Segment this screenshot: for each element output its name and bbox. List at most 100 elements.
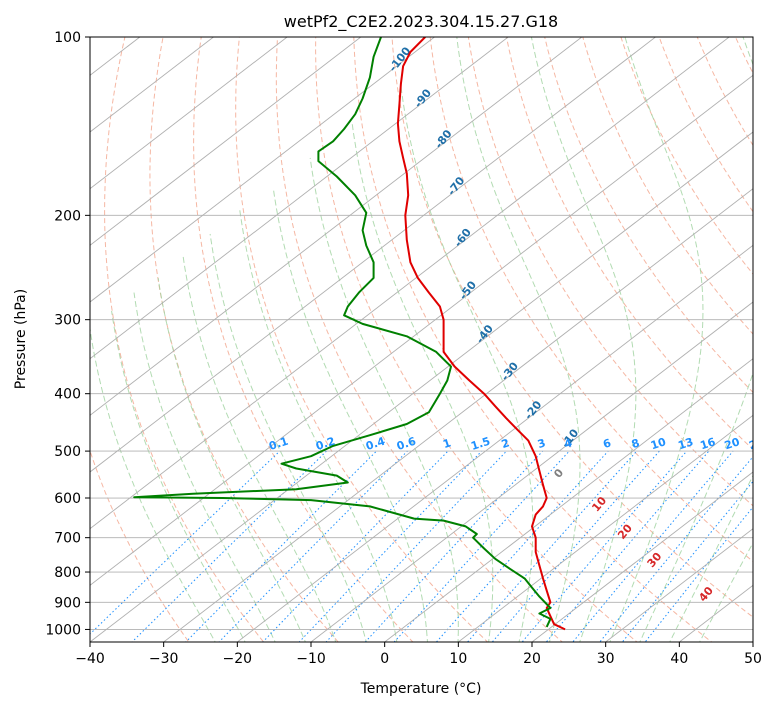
isotherm-line (162, 188, 753, 642)
temperature-profile-line (396, 37, 566, 631)
isotherm-line (90, 37, 288, 190)
mixing-ratio-label: 0.2 (314, 435, 337, 453)
x-tick-label: −40 (75, 651, 105, 667)
mixing-ratio-line (644, 506, 753, 642)
mixing-ratio-label: 2 (500, 436, 511, 451)
moist-adiabat-line (239, 208, 398, 642)
isotherm-line (90, 37, 657, 473)
isotherm-line (531, 471, 753, 642)
dewpoint-profile-line (133, 37, 552, 628)
mixing-ratio-label: 20 (723, 435, 742, 452)
mixing-ratio-label: 1.5 (469, 435, 492, 453)
mixing-ratio-label: 0.6 (395, 434, 418, 452)
isotherm-line (236, 244, 753, 642)
mixing-ratio-line (521, 450, 688, 642)
isotherm-line (90, 37, 362, 246)
dry-adiabat-line (104, 37, 265, 642)
isotherm-line (90, 37, 509, 360)
x-tick-label: 40 (670, 651, 688, 667)
dry-adiabat-line (315, 37, 638, 642)
mixing-ratio-label: 6 (601, 436, 613, 451)
y-axis-label: Pressure (hPa) (13, 289, 29, 389)
moist-adiabat-line (351, 123, 494, 642)
mixing-ratio-line (393, 450, 570, 642)
mixing-ratio-line (90, 450, 281, 635)
mixing-ratio-line (131, 450, 327, 642)
chart-title: wetPf2_C2E2.2023.304.15.27.G18 (284, 12, 558, 32)
moist-adiabat-line (209, 233, 367, 642)
y-tick-label: 100 (54, 30, 81, 46)
isotherm-line (604, 528, 753, 642)
moist-adiabat-line (272, 188, 428, 642)
y-tick-label: 500 (54, 444, 81, 460)
moist-adiabat-line (157, 277, 306, 642)
x-tick-label: −30 (149, 651, 179, 667)
axes: −40 −30 −20 −10 0 10 20 30 40 5010020030040050060… (45, 30, 762, 667)
background-lines (90, 37, 753, 642)
x-tick-label: 10 (449, 651, 467, 667)
y-tick-label: 900 (54, 595, 81, 611)
dry-adiabat-line (544, 37, 753, 394)
isotherm-line (90, 37, 436, 303)
x-axis-label: Temperature (°C) (360, 681, 482, 697)
x-tick-label: 30 (597, 651, 615, 667)
moist-adiabat-line (400, 83, 534, 642)
dry-adiabat-line (275, 37, 564, 642)
dry-adiabat-line (193, 37, 414, 642)
mixing-ratio-line (545, 450, 710, 642)
mixing-ratio-line (298, 450, 483, 642)
mixing-ratio-line (435, 450, 609, 642)
dry-adiabat-line (505, 37, 753, 451)
mixing-ratio-line (491, 450, 660, 642)
isotherm-line (90, 131, 753, 642)
y-tick-label: 200 (54, 208, 81, 224)
mixing-ratio-line (218, 450, 408, 642)
isotherm-line (90, 37, 215, 133)
mixing-ratio-label: 0.1 (267, 435, 290, 453)
x-tick-label: 50 (744, 651, 762, 667)
plot-frame (89, 36, 754, 643)
y-tick-label: 600 (54, 491, 81, 507)
moist-adiabat-line (133, 292, 276, 642)
x-tick-label: −20 (223, 651, 253, 667)
moist-adiabat-line (182, 256, 337, 642)
isotherm-line (90, 74, 753, 586)
dry-adiabat-line (429, 37, 753, 563)
dry-adiabat-line (696, 37, 753, 147)
isotherm-line (383, 358, 753, 642)
mixing-ratio-line (572, 450, 734, 642)
isotherm-line (90, 37, 730, 530)
isotherm-line (90, 37, 583, 416)
mixing-ratio-label: 3 (536, 436, 547, 451)
dry-adiabat-line (353, 37, 713, 642)
profile-lines (133, 37, 566, 631)
y-tick-label: 400 (54, 387, 81, 403)
mixing-ratio-label: 10 (649, 435, 668, 452)
mixing-ratio-label: 13 (676, 435, 695, 452)
mixing-ratio-label: 1 (441, 436, 452, 451)
x-tick-label: 0 (380, 651, 389, 667)
mixing-ratio-label: 16 (699, 435, 718, 452)
mixing-ratio-line (262, 450, 449, 642)
y-tick-label: 700 (54, 531, 81, 547)
isotherm-line (310, 301, 753, 642)
mixing-ratio-line (325, 450, 507, 642)
y-tick-label: 800 (54, 565, 81, 581)
dry-adiabat-line (467, 37, 753, 507)
x-tick-label: 20 (523, 651, 541, 667)
mixing-ratio-label: 4 (563, 436, 575, 451)
mixing-ratio-label: 8 (630, 436, 641, 451)
moist-adiabat-line (90, 328, 216, 642)
moist-adiabat-line (699, 541, 753, 642)
mixing-ratio-label: 0.4 (364, 434, 387, 452)
dry-adiabat-line (582, 37, 753, 335)
dry-adiabat-line (391, 37, 753, 618)
mixing-ratio-label: 25 (747, 435, 766, 452)
moist-adiabat-line (309, 157, 459, 642)
x-tick-label: −10 (296, 651, 326, 667)
dry-adiabat-line (149, 37, 339, 642)
dry-adiabat-line (235, 37, 489, 642)
moist-adiabat-line (111, 310, 246, 642)
